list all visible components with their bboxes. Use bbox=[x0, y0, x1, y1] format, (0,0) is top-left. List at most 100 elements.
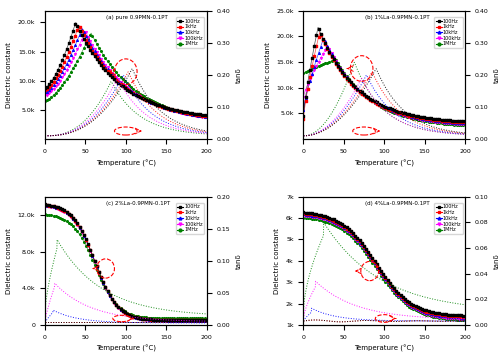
Point bbox=[48, 204, 56, 209]
Point bbox=[373, 101, 381, 106]
Point bbox=[95, 272, 103, 278]
Point bbox=[140, 96, 148, 102]
Point bbox=[198, 113, 206, 119]
Point bbox=[349, 234, 357, 239]
Point bbox=[312, 214, 320, 220]
Point bbox=[382, 276, 390, 282]
Point bbox=[429, 309, 437, 315]
Point bbox=[362, 251, 370, 257]
Point bbox=[450, 314, 458, 320]
Point bbox=[360, 92, 368, 97]
Point bbox=[351, 235, 359, 240]
Point bbox=[82, 237, 90, 243]
Point bbox=[438, 311, 446, 317]
Point bbox=[71, 218, 79, 224]
Point bbox=[114, 305, 122, 310]
Point bbox=[312, 57, 320, 62]
Point bbox=[76, 42, 84, 48]
Point bbox=[190, 318, 198, 323]
Point bbox=[108, 70, 116, 75]
Point bbox=[114, 304, 122, 310]
Point bbox=[427, 311, 435, 317]
Point bbox=[380, 104, 388, 110]
Point bbox=[162, 105, 170, 111]
Point bbox=[334, 62, 342, 68]
Point bbox=[112, 302, 120, 308]
Point bbox=[198, 316, 206, 321]
Point bbox=[62, 218, 70, 224]
Point bbox=[442, 314, 450, 319]
Point bbox=[76, 28, 84, 34]
Point bbox=[306, 74, 314, 80]
Point bbox=[144, 317, 152, 322]
Point bbox=[190, 318, 198, 323]
Point bbox=[360, 244, 368, 250]
Point bbox=[304, 68, 312, 74]
X-axis label: Temperature (°C): Temperature (°C) bbox=[354, 345, 414, 352]
Point bbox=[93, 264, 101, 270]
Point bbox=[100, 63, 108, 69]
Point bbox=[392, 108, 400, 114]
Point bbox=[386, 282, 394, 288]
Point bbox=[459, 314, 467, 319]
Point bbox=[76, 224, 84, 230]
Point bbox=[140, 96, 148, 102]
Point bbox=[459, 122, 467, 128]
Point bbox=[86, 44, 94, 50]
Point bbox=[142, 97, 150, 103]
Point bbox=[190, 317, 198, 323]
Point bbox=[345, 77, 353, 83]
Point bbox=[125, 87, 133, 93]
Point bbox=[102, 285, 110, 291]
Point bbox=[457, 315, 465, 321]
Point bbox=[368, 97, 376, 103]
Point bbox=[347, 81, 355, 86]
Point bbox=[362, 246, 370, 252]
Point bbox=[54, 76, 62, 82]
Point bbox=[308, 210, 316, 216]
Point bbox=[412, 114, 420, 120]
Point bbox=[380, 104, 388, 110]
Point bbox=[306, 212, 314, 218]
Point bbox=[394, 292, 402, 298]
Point bbox=[319, 51, 327, 57]
Point bbox=[351, 84, 359, 90]
Point bbox=[373, 100, 381, 105]
Point bbox=[390, 109, 398, 114]
Point bbox=[410, 306, 418, 312]
Point bbox=[314, 26, 322, 31]
Point bbox=[436, 119, 444, 125]
Point bbox=[104, 290, 112, 295]
Point bbox=[405, 114, 413, 120]
Point bbox=[50, 79, 58, 85]
Point bbox=[116, 80, 124, 86]
Point bbox=[410, 305, 418, 311]
Point bbox=[323, 217, 331, 223]
Point bbox=[56, 78, 64, 83]
Point bbox=[64, 64, 72, 69]
Point bbox=[97, 274, 105, 280]
Point bbox=[336, 223, 344, 229]
Point bbox=[108, 74, 116, 80]
Point bbox=[405, 299, 413, 305]
Point bbox=[300, 94, 308, 100]
Point bbox=[349, 235, 357, 241]
Point bbox=[58, 82, 66, 88]
Point bbox=[64, 57, 72, 62]
Point bbox=[448, 316, 456, 322]
Point bbox=[172, 108, 180, 113]
Point bbox=[121, 310, 129, 316]
Point bbox=[403, 113, 411, 119]
Point bbox=[326, 47, 334, 53]
Point bbox=[442, 119, 450, 125]
Point bbox=[328, 54, 336, 60]
Point bbox=[448, 119, 456, 125]
Point bbox=[54, 205, 62, 211]
Point bbox=[412, 305, 420, 311]
Point bbox=[153, 318, 161, 323]
Point bbox=[168, 108, 176, 113]
Point bbox=[158, 317, 166, 323]
Point bbox=[151, 101, 159, 107]
Point bbox=[62, 209, 70, 215]
Point bbox=[80, 232, 88, 238]
